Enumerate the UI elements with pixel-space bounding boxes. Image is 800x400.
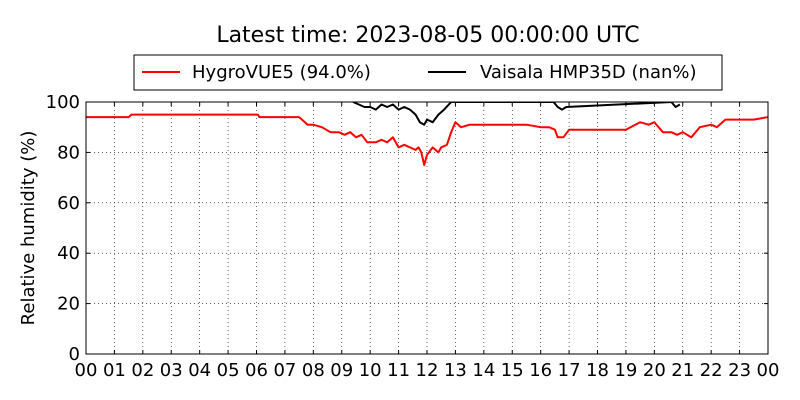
legend: HygroVUE5 (94.0%) Vaisala HMP35D (nan%) bbox=[133, 54, 723, 91]
x-tick-label: 19 bbox=[614, 360, 637, 381]
series-line-1 bbox=[352, 102, 681, 126]
x-tick-label: 03 bbox=[160, 360, 183, 381]
y-tick-label: 20 bbox=[57, 294, 80, 315]
x-tick-label: 23 bbox=[728, 360, 751, 381]
x-tick-label: 07 bbox=[273, 360, 296, 381]
x-tick-label: 12 bbox=[416, 360, 439, 381]
series-lines bbox=[86, 102, 768, 166]
x-tick-label: 06 bbox=[245, 360, 268, 381]
x-tick-label: 10 bbox=[359, 360, 382, 381]
x-tick-label: 15 bbox=[501, 360, 524, 381]
x-tick-label: 22 bbox=[700, 360, 723, 381]
y-tick-label: 80 bbox=[57, 142, 80, 163]
x-tick-label: 01 bbox=[103, 360, 126, 381]
x-tick-label: 21 bbox=[671, 360, 694, 381]
y-tick-label: 0 bbox=[69, 344, 80, 365]
legend-label-hygrovue5: HygroVUE5 (94.0%) bbox=[192, 62, 371, 83]
series-line-0 bbox=[86, 113, 768, 166]
y-tick-label: 40 bbox=[57, 243, 80, 264]
x-tick-label: 11 bbox=[387, 360, 410, 381]
x-tick-label: 20 bbox=[643, 360, 666, 381]
axis-ticks: 00 01 02 03 04 05 06 07 08 09 10 11 12 13 14 15 16 17 18 19… bbox=[46, 92, 780, 381]
y-tick-label: 60 bbox=[57, 193, 80, 214]
gridlines bbox=[86, 102, 768, 354]
x-tick-label: 16 bbox=[529, 360, 552, 381]
x-tick-label: 00 bbox=[75, 360, 98, 381]
x-tick-label: 02 bbox=[131, 360, 154, 381]
plot-area: 00 01 02 03 04 05 06 07 08 09 10 11 12 13 14 15 16 17 18 19… bbox=[46, 92, 780, 381]
x-tick-label: 13 bbox=[444, 360, 467, 381]
y-tick-label: 100 bbox=[46, 92, 80, 113]
y-axis-label: Relative humidity (%) bbox=[18, 131, 39, 326]
legend-label-vaisala: Vaisala HMP35D (nan%) bbox=[480, 62, 697, 83]
x-tick-label: 08 bbox=[302, 360, 325, 381]
x-tick-label: 04 bbox=[188, 360, 211, 381]
x-tick-label: 09 bbox=[330, 360, 353, 381]
x-tick-label: 14 bbox=[472, 360, 495, 381]
x-tick-label: 18 bbox=[586, 360, 609, 381]
x-tick-label: 05 bbox=[217, 360, 240, 381]
chart-title: Latest time: 2023-08-05 00:00:00 UTC bbox=[216, 23, 639, 48]
x-tick-label: 00 bbox=[757, 360, 780, 381]
x-tick-label: 17 bbox=[558, 360, 581, 381]
